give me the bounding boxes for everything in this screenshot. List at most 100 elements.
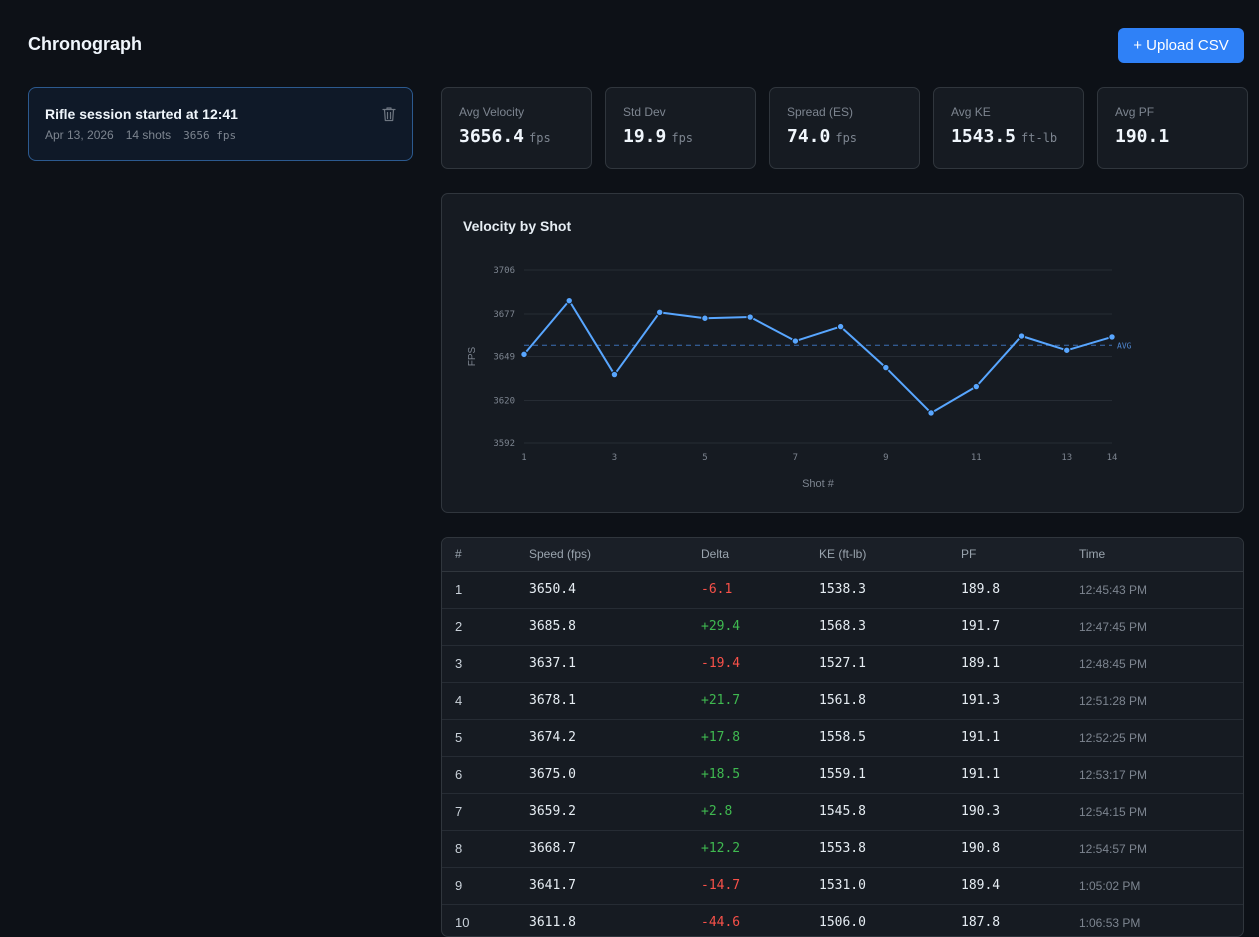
cell-index: 4 xyxy=(442,682,529,720)
table-row: 2 3685.8 +29.4 1568.3 191.7 12:47:45 PM xyxy=(442,608,1243,646)
data-point xyxy=(610,370,619,379)
cell-index: 7 xyxy=(442,793,529,831)
velocity-chart-card: Velocity by Shot 3706 3677 3649 3620 3592 1 3 5… xyxy=(441,193,1244,513)
data-point xyxy=(701,314,709,322)
stats-row: Avg Velocity 3656.4 fps Std Dev 19.9 fps S… xyxy=(441,87,1248,169)
col-header-pf: PF xyxy=(961,538,1079,572)
cell-ke: 1531.0 xyxy=(819,867,961,905)
data-point xyxy=(1017,332,1026,340)
stat-avg-ke: Avg KE 1543.5 ft-lb xyxy=(933,87,1084,169)
cell-delta: -14.7 xyxy=(701,867,819,905)
cell-pf: 189.1 xyxy=(961,645,1079,683)
cell-index: 5 xyxy=(442,719,529,757)
cell-time: 12:54:57 PM xyxy=(1079,830,1243,868)
x-tick-label: 13 xyxy=(1061,453,1072,463)
cell-time: 12:51:28 PM xyxy=(1079,682,1243,720)
y-tick-label: 3706 xyxy=(493,266,515,276)
cell-time: 12:45:43 PM xyxy=(1079,571,1243,609)
cell-index: 1 xyxy=(442,571,529,609)
cell-index: 6 xyxy=(442,756,529,794)
stat-std-dev: Std Dev 19.9 fps xyxy=(605,87,756,169)
table-row: 1 3650.4 -6.1 1538.3 189.8 12:45:43 PM xyxy=(442,571,1243,609)
cell-pf: 191.1 xyxy=(961,756,1079,794)
stat-label: Std Dev xyxy=(623,105,666,119)
cell-speed: 3637.1 xyxy=(529,645,701,683)
cell-index: 8 xyxy=(442,830,529,868)
table-row: 4 3678.1 +21.7 1561.8 191.3 12:51:28 PM xyxy=(442,682,1243,720)
app-title: Chronograph xyxy=(28,34,142,54)
y-axis-label: FPS xyxy=(467,346,478,366)
session-avg-fps: 3656 fps xyxy=(183,129,237,142)
data-point xyxy=(746,313,754,321)
velocity-line xyxy=(523,299,1113,414)
cell-ke: 1568.3 xyxy=(819,608,961,646)
stat-value: 74.0 xyxy=(787,126,831,147)
col-header-ke: KE (ft-lb) xyxy=(819,538,961,572)
cell-delta: +21.7 xyxy=(701,682,819,720)
x-tick-label: 14 xyxy=(1107,453,1118,463)
cell-speed: 3678.1 xyxy=(529,682,701,720)
stat-value: 19.9 xyxy=(623,126,667,147)
table-row: 3 3637.1 -19.4 1527.1 189.1 12:48:45 PM xyxy=(442,645,1243,683)
stat-value: 190.1 xyxy=(1115,126,1170,147)
trash-icon[interactable] xyxy=(382,106,396,122)
stat-value: 3656.4 xyxy=(459,126,525,147)
cell-pf: 191.1 xyxy=(961,719,1079,757)
data-point xyxy=(1108,333,1116,341)
data-point xyxy=(1063,346,1071,354)
cell-pf: 189.4 xyxy=(961,867,1079,905)
cell-index: 9 xyxy=(442,867,529,905)
stat-label: Spread (ES) xyxy=(787,105,854,119)
cell-ke: 1558.5 xyxy=(819,719,961,757)
data-point xyxy=(791,337,800,345)
data-point xyxy=(565,296,573,305)
cell-time: 12:52:25 PM xyxy=(1079,719,1243,757)
col-header-delta: Delta xyxy=(701,538,819,572)
session-title: Rifle session started at 12:41 xyxy=(45,106,238,122)
cell-pf: 189.8 xyxy=(961,571,1079,609)
stat-avg-velocity: Avg Velocity 3656.4 fps xyxy=(441,87,592,169)
session-date: Apr 13, 2026 xyxy=(45,128,114,142)
cell-delta: -19.4 xyxy=(701,645,819,683)
shots-table-card: # Speed (fps) Delta KE (ft-lb) PF Time 1… xyxy=(441,537,1244,937)
x-tick-label: 7 xyxy=(793,453,798,463)
y-tick-label: 3592 xyxy=(493,439,515,449)
cell-time: 12:47:45 PM xyxy=(1079,608,1243,646)
stat-unit: fps xyxy=(529,131,551,145)
cell-pf: 190.8 xyxy=(961,830,1079,868)
table-row: 8 3668.7 +12.2 1553.8 190.8 12:54:57 PM xyxy=(442,830,1243,868)
stat-spread: Spread (ES) 74.0 fps xyxy=(769,87,920,169)
data-point xyxy=(972,382,981,391)
cell-speed: 3675.0 xyxy=(529,756,701,794)
session-card[interactable]: Rifle session started at 12:41 Apr 13, 2… xyxy=(28,87,413,161)
data-point xyxy=(927,409,935,417)
x-tick-label: 9 xyxy=(883,453,888,463)
cell-speed: 3674.2 xyxy=(529,719,701,757)
stat-label: Avg Velocity xyxy=(459,105,525,119)
col-header-time: Time xyxy=(1079,538,1243,572)
x-tick-label: 11 xyxy=(971,453,982,463)
cell-speed: 3685.8 xyxy=(529,608,701,646)
upload-csv-button[interactable]: + Upload CSV xyxy=(1118,28,1244,63)
stat-unit: ft-lb xyxy=(1021,131,1058,145)
cell-delta: +2.8 xyxy=(701,793,819,831)
x-tick-label: 5 xyxy=(702,453,707,463)
stat-label: Avg KE xyxy=(951,105,991,119)
cell-pf: 190.3 xyxy=(961,793,1079,831)
cell-delta: -6.1 xyxy=(701,571,819,609)
stat-unit: fps xyxy=(671,131,694,145)
session-shot-count: 14 shots xyxy=(125,128,172,142)
stat-value: 1543.5 xyxy=(951,126,1017,147)
cell-speed: 3659.2 xyxy=(529,793,701,831)
cell-time: 12:48:45 PM xyxy=(1079,645,1243,683)
table-row: 9 3641.7 -14.7 1531.0 189.4 1:05:02 PM xyxy=(442,867,1243,905)
cell-time: 12:54:15 PM xyxy=(1079,793,1243,831)
cell-speed: 3668.7 xyxy=(529,830,701,868)
y-tick-label: 3620 xyxy=(493,397,515,407)
table-header-row: # Speed (fps) Delta KE (ft-lb) PF Time xyxy=(442,538,1243,572)
y-tick-label: 3649 xyxy=(493,353,515,363)
cell-speed: 3650.4 xyxy=(529,571,701,609)
session-meta: Apr 13, 2026 14 shots 3656 fps xyxy=(45,128,396,142)
data-point xyxy=(882,363,890,372)
